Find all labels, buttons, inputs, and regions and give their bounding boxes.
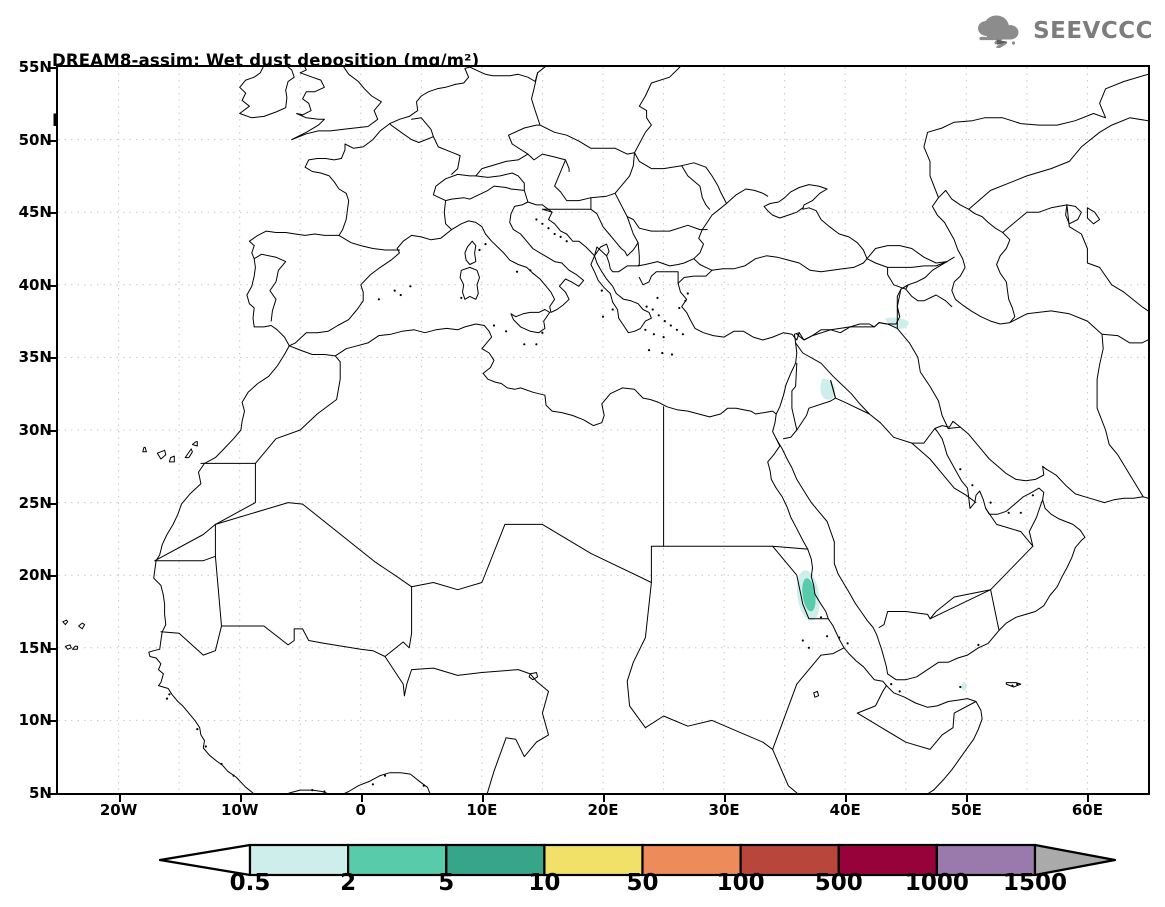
colorbar-tick-500: 500 — [814, 870, 863, 896]
x-tick-label-40E: 40E — [829, 801, 861, 819]
x-tick-label-60E: 60E — [1071, 801, 1103, 819]
map-canvas — [58, 67, 1148, 793]
y-tick-mark — [48, 720, 56, 723]
x-tick-mark — [603, 795, 605, 802]
x-tick-mark — [360, 795, 363, 802]
x-tick-mark — [966, 795, 969, 802]
x-tick-mark — [1087, 795, 1090, 802]
colorbar-tick-1500: 1500 — [1002, 870, 1068, 896]
gridlines — [58, 67, 1148, 793]
seevccc-logo: SEEVCCC — [973, 14, 1153, 48]
y-tick-mark — [48, 430, 56, 432]
x-tick-label-20E: 20E — [587, 801, 619, 819]
y-tick-label-50N: 50N — [18, 130, 52, 149]
colorbar-tick-1000: 1000 — [904, 870, 969, 896]
x-tick-label-20W: 20W — [99, 801, 138, 819]
y-tick-label-5N: 5N — [29, 784, 52, 802]
y-tick-mark — [48, 575, 56, 578]
y-tick-mark — [48, 139, 56, 142]
y-tick-label-45N: 45N — [18, 203, 52, 222]
cloud-wind-icon — [978, 15, 1019, 48]
x-tick-label-10W: 10W — [220, 801, 259, 819]
logo-text: SEEVCCC — [1033, 18, 1153, 44]
colorbar-tick-0.5: 0.5 — [229, 870, 271, 896]
x-tick-mark — [724, 795, 727, 802]
colorbar-swatches — [158, 843, 1117, 877]
x-tick-mark — [481, 795, 484, 802]
x-tick-mark — [239, 795, 242, 802]
y-tick-mark — [48, 502, 56, 505]
x-tick-mark — [845, 795, 848, 802]
x-tick-label-50E: 50E — [950, 801, 982, 819]
x-tick-mark — [118, 795, 121, 802]
y-tick-mark — [48, 793, 56, 795]
y-tick-label-55N: 55N — [18, 58, 52, 76]
colorbar-tick-5: 5 — [438, 870, 455, 896]
x-tick-label-30E: 30E — [708, 801, 740, 819]
colorbar-tick-100: 100 — [716, 870, 765, 896]
x-tick-label-0: 0 — [355, 801, 366, 819]
y-tick-mark — [48, 284, 56, 287]
y-tick-label-35N: 35N — [18, 348, 52, 367]
y-tick-mark — [48, 212, 56, 215]
colorbar-tick-10: 10 — [528, 870, 561, 896]
colorbar-tick-50: 50 — [626, 870, 659, 896]
y-tick-mark — [48, 67, 56, 69]
y-tick-label-10N: 10N — [18, 711, 52, 730]
dust-deposition-layer — [796, 317, 967, 691]
colorbar[interactable]: 0.5 2 5 10 50 100 500 1000 1500 — [0, 840, 1165, 907]
map-plot-area[interactable] — [56, 65, 1150, 795]
y-tick-mark — [48, 647, 56, 650]
y-tick-label-40N: 40N — [18, 275, 52, 294]
y-tick-label-20N: 20N — [18, 566, 52, 585]
geography-layer — [62, 67, 1148, 793]
x-tick-label-10E: 10E — [466, 801, 498, 819]
y-tick-label-30N: 30N — [18, 421, 52, 439]
y-tick-label-15N: 15N — [18, 638, 52, 657]
y-tick-label-25N: 25N — [18, 493, 52, 512]
y-tick-mark — [48, 357, 56, 360]
colorbar-tick-2: 2 — [340, 870, 357, 896]
